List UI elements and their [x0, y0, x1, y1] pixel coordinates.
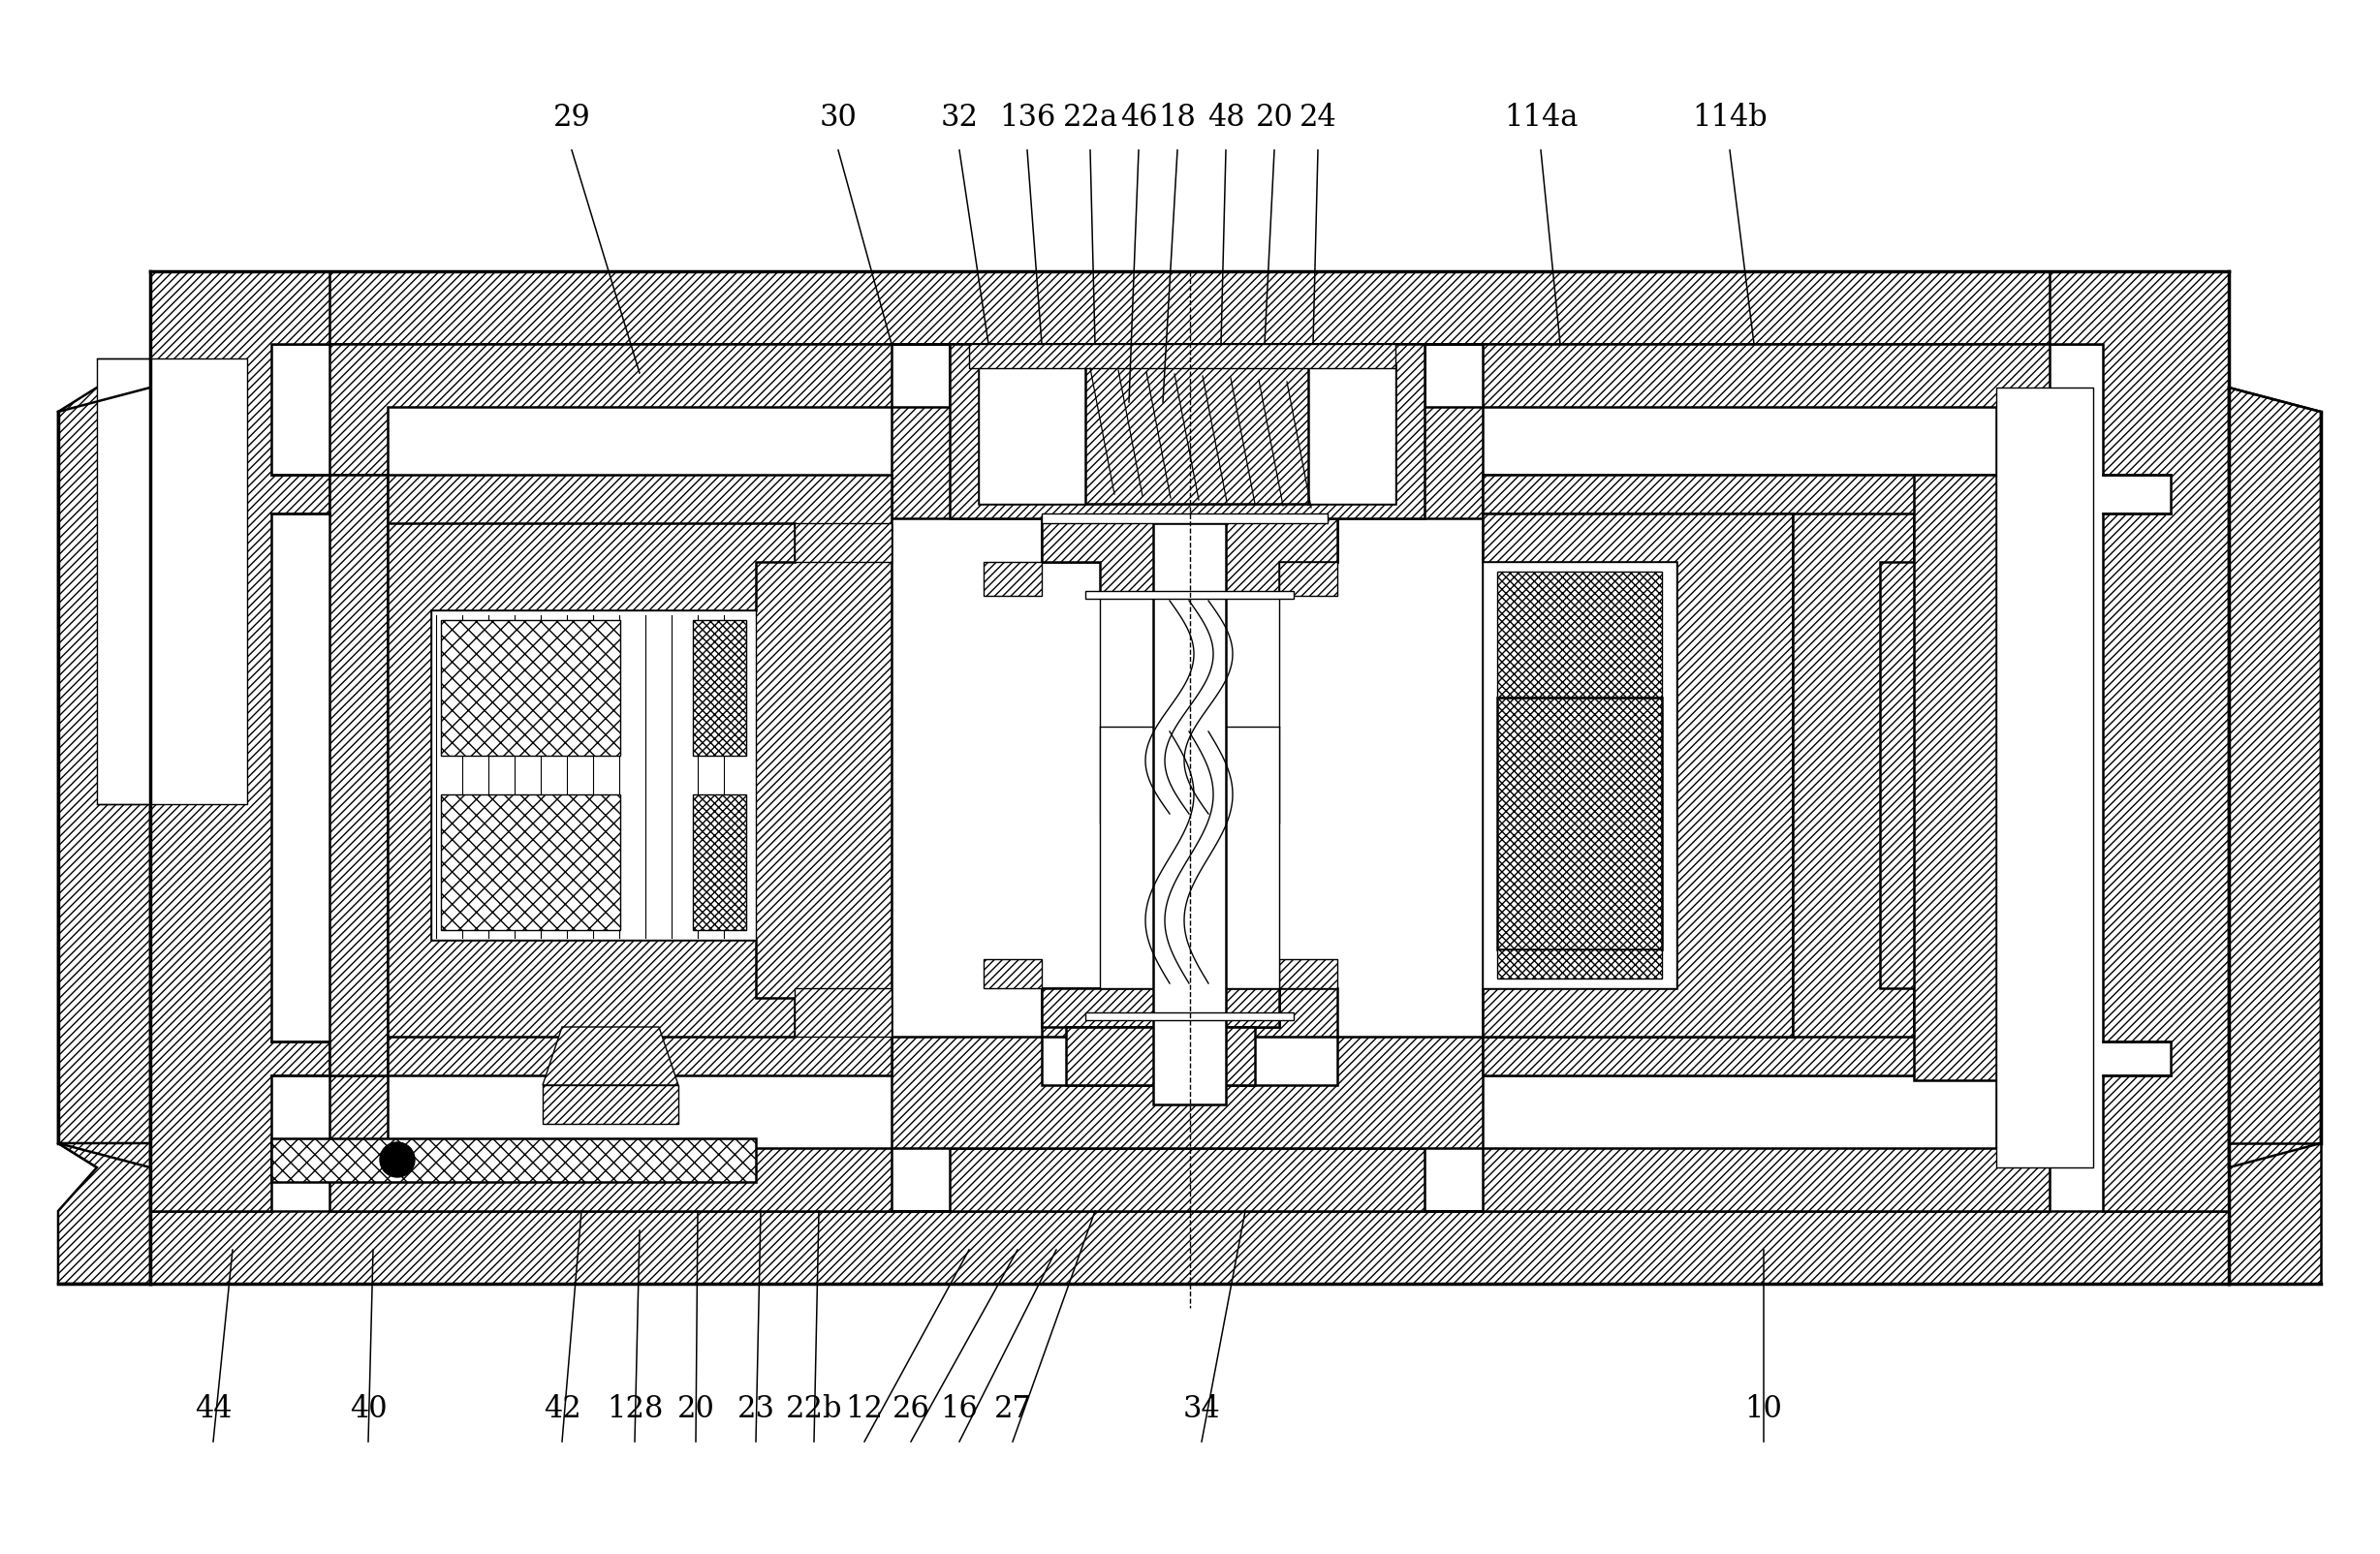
Text: 18: 18: [1159, 103, 1197, 132]
Bar: [1042, 513, 1328, 524]
Bar: [1997, 387, 2092, 1167]
Polygon shape: [1042, 988, 1278, 1027]
Polygon shape: [1066, 1027, 1254, 1085]
Polygon shape: [150, 1211, 2228, 1284]
Text: 16: 16: [940, 1394, 978, 1423]
Text: 20: 20: [676, 1394, 714, 1423]
Bar: [1085, 1012, 1295, 1019]
Text: 10: 10: [1745, 1394, 1783, 1423]
Polygon shape: [2228, 1144, 2320, 1284]
Polygon shape: [1997, 474, 2049, 1075]
Polygon shape: [2228, 387, 2320, 1167]
Polygon shape: [440, 794, 621, 931]
Polygon shape: [1042, 519, 1338, 595]
Text: 34: 34: [1183, 1394, 1221, 1423]
Polygon shape: [271, 1139, 757, 1183]
Bar: [983, 959, 1042, 988]
Bar: [1278, 563, 1338, 595]
Polygon shape: [1085, 364, 1309, 503]
Text: 22a: 22a: [1061, 103, 1119, 132]
Text: 30: 30: [819, 103, 857, 132]
Polygon shape: [328, 343, 2049, 474]
Polygon shape: [328, 474, 388, 1075]
Polygon shape: [950, 343, 1426, 407]
Text: 23: 23: [738, 1394, 776, 1423]
Text: 40: 40: [350, 1394, 388, 1423]
Polygon shape: [388, 474, 892, 1075]
Text: 24: 24: [1299, 103, 1338, 132]
Text: 136: 136: [1000, 103, 1054, 132]
Text: 128: 128: [607, 1394, 664, 1423]
Polygon shape: [1792, 513, 1914, 1037]
Bar: [978, 364, 1395, 503]
Bar: [983, 563, 1042, 595]
Polygon shape: [388, 524, 795, 1037]
Text: 32: 32: [940, 103, 978, 132]
Text: 114a: 114a: [1504, 103, 1578, 132]
Polygon shape: [1042, 988, 1338, 1037]
Text: 29: 29: [552, 103, 590, 132]
Bar: [1154, 524, 1226, 1105]
Polygon shape: [1483, 474, 1997, 1075]
Bar: [1278, 959, 1338, 988]
Text: 42: 42: [543, 1394, 581, 1423]
Polygon shape: [693, 620, 747, 755]
Text: 44: 44: [195, 1394, 231, 1423]
Bar: [431, 611, 757, 940]
Polygon shape: [892, 1037, 1483, 1148]
Text: 48: 48: [1207, 103, 1245, 132]
Polygon shape: [328, 1075, 2049, 1211]
Bar: [1914, 474, 1997, 1080]
Polygon shape: [543, 1027, 678, 1085]
Text: 27: 27: [995, 1394, 1031, 1423]
Polygon shape: [950, 343, 1426, 519]
Polygon shape: [150, 272, 328, 1211]
Polygon shape: [1483, 513, 1792, 1037]
Bar: [1085, 591, 1295, 598]
Polygon shape: [440, 620, 621, 755]
Circle shape: [381, 1142, 414, 1176]
Polygon shape: [1497, 949, 1661, 979]
Text: 22b: 22b: [785, 1394, 843, 1423]
Bar: [1100, 595, 1278, 824]
Polygon shape: [795, 988, 892, 1037]
Polygon shape: [1497, 572, 1661, 698]
Polygon shape: [57, 387, 150, 1167]
Bar: [98, 359, 248, 803]
Polygon shape: [892, 407, 1483, 563]
Bar: [1100, 727, 1278, 988]
Polygon shape: [1483, 474, 1997, 1075]
Text: 20: 20: [1257, 103, 1292, 132]
Polygon shape: [978, 364, 1085, 503]
Polygon shape: [1497, 698, 1661, 949]
Bar: [543, 1085, 678, 1124]
Polygon shape: [2049, 272, 2228, 1211]
Text: 12: 12: [845, 1394, 883, 1423]
Polygon shape: [150, 272, 2228, 343]
Polygon shape: [57, 1144, 150, 1284]
Polygon shape: [1309, 364, 1395, 503]
Polygon shape: [795, 524, 892, 563]
Text: 114b: 114b: [1692, 103, 1768, 132]
Text: 26: 26: [892, 1394, 931, 1423]
Bar: [1483, 563, 1676, 988]
Text: 46: 46: [1121, 103, 1157, 132]
Bar: [969, 343, 1395, 368]
Polygon shape: [693, 794, 747, 931]
